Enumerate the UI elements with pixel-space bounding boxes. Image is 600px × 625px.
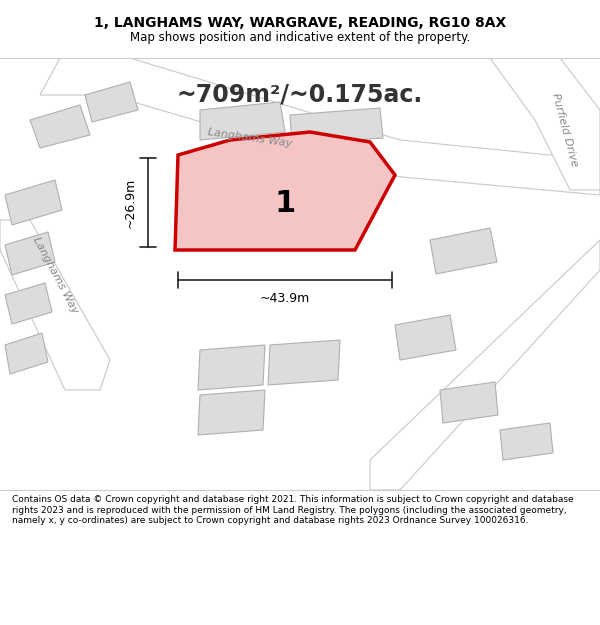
Polygon shape [5, 180, 62, 225]
Polygon shape [490, 58, 600, 190]
Polygon shape [5, 283, 52, 324]
Polygon shape [175, 132, 395, 250]
Text: ~709m²/~0.175ac.: ~709m²/~0.175ac. [177, 83, 423, 107]
Text: ~43.9m: ~43.9m [260, 291, 310, 304]
Polygon shape [395, 315, 456, 360]
Polygon shape [430, 228, 497, 274]
Polygon shape [290, 108, 383, 145]
Polygon shape [5, 232, 55, 275]
Text: Map shows position and indicative extent of the property.: Map shows position and indicative extent… [130, 31, 470, 44]
Polygon shape [268, 340, 340, 385]
Text: Contains OS data © Crown copyright and database right 2021. This information is : Contains OS data © Crown copyright and d… [12, 496, 574, 525]
Polygon shape [200, 102, 285, 140]
Polygon shape [0, 220, 110, 390]
Polygon shape [5, 333, 48, 374]
Polygon shape [198, 345, 265, 390]
Text: Langhams Way: Langhams Way [31, 235, 79, 315]
Polygon shape [40, 58, 600, 195]
Polygon shape [440, 382, 498, 423]
Polygon shape [198, 390, 265, 435]
Polygon shape [500, 423, 553, 460]
Polygon shape [30, 105, 90, 148]
Text: 1: 1 [274, 189, 296, 218]
Text: ~26.9m: ~26.9m [124, 177, 137, 227]
Polygon shape [370, 240, 600, 490]
Text: Langhams Way: Langhams Way [207, 127, 293, 149]
Text: Purfield Drive: Purfield Drive [550, 92, 580, 168]
Polygon shape [85, 82, 138, 122]
Text: 1, LANGHAMS WAY, WARGRAVE, READING, RG10 8AX: 1, LANGHAMS WAY, WARGRAVE, READING, RG10… [94, 16, 506, 30]
